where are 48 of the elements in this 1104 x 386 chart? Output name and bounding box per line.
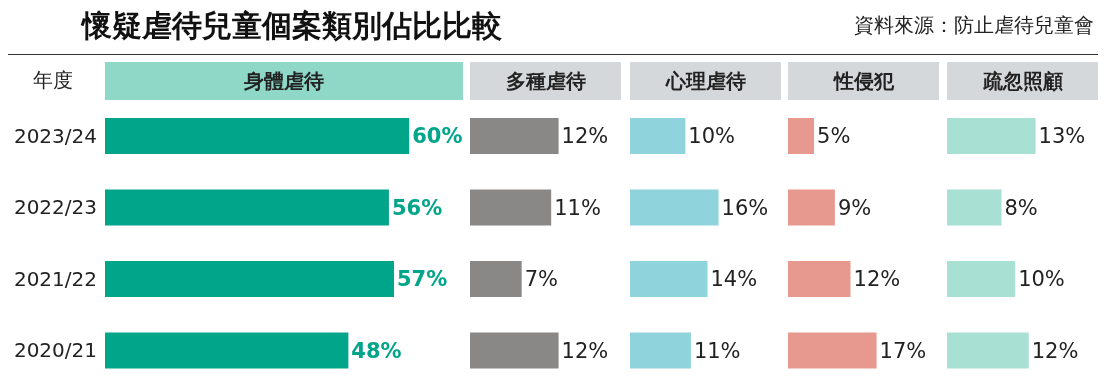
- data-label: 13%: [1038, 124, 1086, 149]
- bar: [630, 261, 708, 297]
- data-label: 16%: [721, 195, 769, 220]
- data-label: 8%: [1004, 195, 1038, 220]
- bar: [947, 332, 1029, 369]
- data-label: 9%: [837, 195, 872, 220]
- bar: [105, 118, 410, 154]
- data-label: 12%: [1031, 338, 1079, 363]
- y-axis-title: 年度: [31, 67, 74, 94]
- data-label: 7%: [524, 267, 558, 292]
- data-label: 12%: [561, 338, 609, 363]
- bar: [788, 118, 815, 154]
- data-label: 12%: [561, 124, 609, 149]
- bar: [947, 189, 1002, 226]
- y-tick-label: 2021/22: [13, 266, 97, 291]
- chart-title: 疏忽照顧: [947, 62, 1098, 100]
- source-note: 資料來源：防止虐待兒童會: [854, 12, 1094, 39]
- data-label: 11%: [554, 195, 601, 220]
- bar: [105, 261, 394, 297]
- bar: [788, 189, 835, 226]
- data-label: 48%: [351, 338, 402, 363]
- text: 懷疑虐待兒童個案類別佔比比較: [82, 7, 502, 45]
- chart-title: 心理虐待: [630, 62, 781, 100]
- chart-title: 性侵犯: [788, 62, 939, 100]
- bar: [630, 332, 691, 369]
- chart-title: 多種虐待: [470, 62, 621, 100]
- bar: [947, 118, 1036, 154]
- y-tick-label: 2022/23: [13, 195, 97, 220]
- bar: [630, 189, 719, 226]
- bar: [788, 261, 851, 297]
- bar: [105, 189, 389, 226]
- data-label: 57%: [396, 267, 448, 292]
- y-tick-label: 2023/24: [13, 123, 97, 148]
- data-label: 14%: [710, 267, 758, 292]
- data-label: 5%: [817, 124, 851, 149]
- data-label: 17%: [879, 338, 927, 363]
- chart-title: 身體虐待: [105, 62, 463, 100]
- y-tick-label: 2020/21: [13, 338, 97, 363]
- data-label: 10%: [1018, 267, 1065, 292]
- bar: [947, 261, 1016, 297]
- data-label: 11%: [693, 338, 741, 363]
- data-label: 60%: [412, 124, 463, 149]
- data-label: 12%: [853, 267, 901, 292]
- data-label: 56%: [391, 195, 443, 220]
- bar: [788, 332, 877, 369]
- bar: [105, 332, 349, 369]
- data-label: 10%: [688, 124, 736, 149]
- bar: [630, 118, 686, 154]
